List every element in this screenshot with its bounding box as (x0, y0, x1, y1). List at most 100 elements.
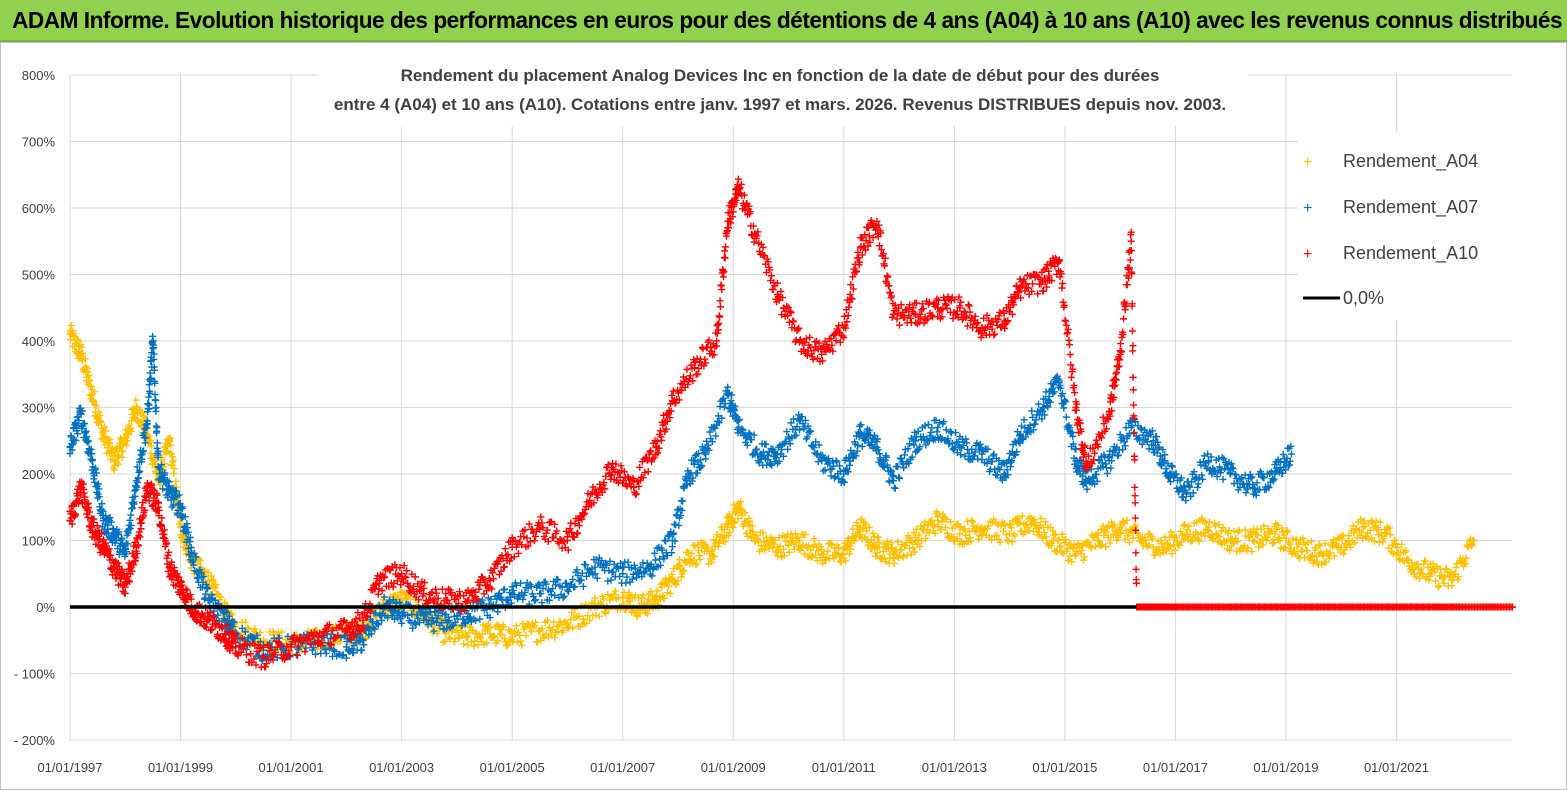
data-point-a04 (757, 542, 765, 550)
data-point-a04 (961, 525, 969, 533)
data-point-a04 (909, 544, 917, 552)
data-point-a04 (808, 552, 816, 560)
x-tick-label: 01/01/2005 (480, 760, 545, 775)
data-point-a04 (761, 546, 769, 554)
data-point-a04 (1123, 516, 1131, 524)
data-point-a04 (470, 642, 478, 650)
data-point-a04 (1085, 538, 1093, 546)
data-point-a04 (996, 538, 1004, 546)
data-point-a04 (882, 558, 890, 566)
data-point-a04 (644, 610, 652, 618)
data-point-a04 (515, 628, 523, 636)
data-point-a04 (601, 608, 609, 616)
data-point-a04 (726, 528, 734, 536)
data-point-a04 (592, 611, 600, 619)
data-point-a04 (773, 552, 781, 560)
data-point-a04 (569, 624, 577, 632)
data-point-a04 (204, 568, 212, 576)
y-tick-label: 400% (22, 334, 56, 349)
data-point-a04 (902, 539, 910, 547)
data-point-a04 (96, 411, 104, 419)
data-point-a04 (304, 627, 312, 635)
x-tick-label: 01/01/1997 (37, 760, 102, 775)
data-point-a04 (77, 343, 85, 351)
data-point-a04 (746, 517, 754, 525)
data-point-a04 (647, 588, 655, 596)
data-point-a04 (575, 612, 583, 620)
data-point-a04 (625, 589, 633, 597)
data-point-a04 (530, 622, 538, 630)
data-point-a04 (1080, 553, 1088, 561)
data-point-a04 (464, 641, 472, 649)
data-point-a04 (752, 531, 760, 539)
data-point-a04 (1125, 539, 1133, 547)
data-point-a04 (962, 531, 970, 539)
data-point-a04 (591, 594, 599, 602)
data-point-a04 (990, 515, 998, 523)
data-point-a04 (1099, 522, 1107, 530)
data-point-a04 (779, 545, 787, 553)
data-point-a04 (941, 524, 949, 532)
data-point-a04 (513, 638, 521, 646)
data-point-a04 (1128, 528, 1136, 536)
data-point-a04 (1106, 539, 1114, 547)
data-point-a04 (969, 522, 977, 530)
data-point-a04 (170, 465, 178, 473)
data-point-a04 (656, 595, 664, 603)
data-point-a04 (928, 516, 936, 524)
data-point-a04 (1078, 547, 1086, 555)
data-point-a04 (680, 567, 688, 575)
data-point-a04 (672, 581, 680, 589)
data-point-a04 (167, 441, 175, 449)
data-point-a04 (715, 539, 723, 547)
data-point-a04 (911, 548, 919, 556)
data-point-a04 (100, 423, 108, 431)
data-point-a04 (667, 590, 675, 598)
data-point-a04 (785, 548, 793, 556)
data-point-a04 (897, 546, 905, 554)
x-tick-label: 01/01/2017 (1143, 760, 1208, 775)
data-point-a04 (1016, 519, 1024, 527)
data-point-a04 (197, 557, 205, 565)
data-point-a04 (611, 587, 619, 595)
data-point-a04 (445, 633, 453, 641)
data-point-a04 (853, 522, 861, 530)
data-point-a04 (824, 547, 832, 555)
data-point-a04 (1064, 556, 1072, 564)
data-point-a04 (450, 638, 458, 646)
data-point-a04 (148, 442, 156, 450)
plot-area (66, 175, 1517, 671)
data-point-a04 (532, 618, 540, 626)
y-tick-label: - 100% (14, 667, 56, 682)
data-point-a04 (915, 531, 923, 539)
data-point-a04 (780, 552, 788, 560)
data-point-a04 (1039, 534, 1047, 542)
data-point-a04 (457, 623, 465, 631)
data-point-a04 (1057, 542, 1065, 550)
data-point-a04 (534, 638, 542, 646)
data-point-a04 (81, 355, 89, 363)
data-point-a04 (586, 616, 594, 624)
data-point-a04 (74, 337, 82, 345)
data-point-a04 (1032, 519, 1040, 527)
data-point-a04 (95, 408, 103, 416)
data-point-a04 (1007, 524, 1015, 532)
data-point-a04 (734, 515, 742, 523)
y-tick-label: 500% (22, 268, 56, 283)
data-point-a04 (118, 453, 126, 461)
data-point-a04 (967, 537, 975, 545)
data-point-a04 (708, 558, 716, 566)
y-tick-label: 300% (22, 401, 56, 416)
data-point-a04 (665, 582, 673, 590)
data-point-a04 (512, 622, 520, 630)
data-point-a04 (953, 535, 961, 543)
data-point-a04 (759, 529, 767, 537)
data-point-a04 (1008, 538, 1016, 546)
data-point-a04 (1037, 515, 1045, 523)
data-point-a04 (517, 637, 525, 645)
data-point-a04 (119, 447, 127, 455)
data-point-a04 (916, 542, 924, 550)
data-point-a04 (687, 555, 695, 563)
data-point-a04 (869, 529, 877, 537)
data-point-a04 (1046, 523, 1054, 531)
